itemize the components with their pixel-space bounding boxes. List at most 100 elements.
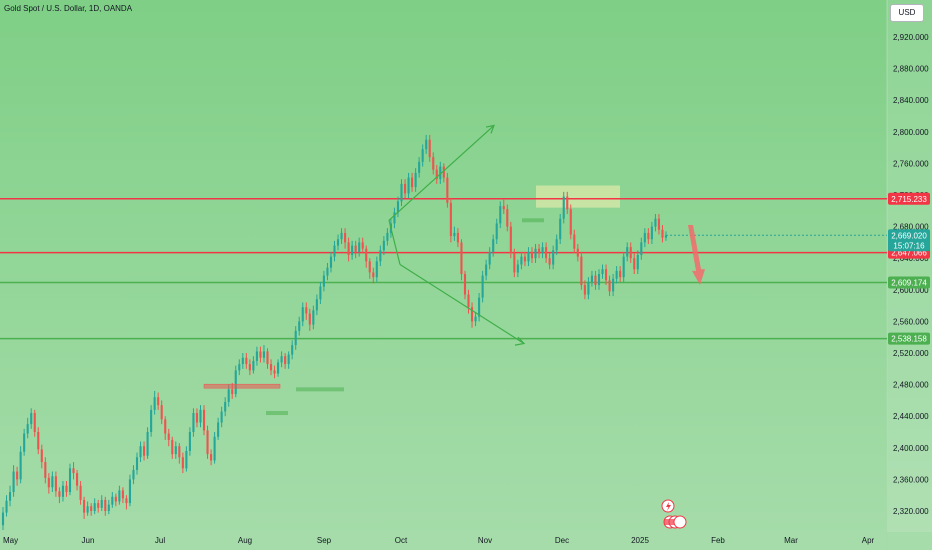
candle-body	[340, 232, 343, 240]
candle	[5, 495, 8, 517]
candle-body	[220, 411, 223, 423]
pivot-rect-green[interactable]	[522, 218, 544, 223]
candle	[361, 237, 364, 254]
candle	[1, 507, 5, 530]
candle	[358, 237, 361, 257]
candle-body	[601, 269, 604, 274]
price-tick-label: 2,640.000	[893, 254, 929, 263]
candle-body	[245, 357, 248, 365]
candle	[234, 365, 237, 398]
time-tick-label: Feb	[711, 536, 725, 545]
candle-body	[269, 364, 273, 371]
candle-body	[562, 196, 565, 219]
candle-body	[213, 436, 216, 461]
candle-body	[33, 413, 36, 432]
last-price-label	[888, 229, 930, 252]
time-tick-label: Jun	[82, 536, 95, 545]
candle-body	[61, 485, 65, 497]
candle-body	[661, 229, 664, 238]
candle-body	[266, 351, 269, 365]
candle	[139, 441, 142, 463]
news-flag-icon[interactable]	[673, 515, 687, 529]
candle-body	[414, 172, 417, 188]
candle	[143, 441, 146, 461]
candle	[47, 473, 50, 494]
candle	[171, 436, 174, 459]
candle-body	[449, 202, 452, 237]
candle	[661, 225, 664, 243]
candle-body	[358, 242, 361, 252]
candle	[217, 417, 220, 440]
candle-body	[319, 286, 322, 300]
candle-body	[277, 362, 280, 374]
candle-body	[139, 446, 142, 458]
candle-body	[580, 256, 583, 286]
pattern-upper-arrow[interactable]	[388, 125, 495, 221]
candle-body	[530, 251, 534, 259]
time-tick-label: Aug	[238, 536, 252, 545]
candle-body	[58, 491, 61, 497]
bearish-arrow[interactable]	[688, 225, 705, 286]
candle-body	[629, 247, 632, 259]
candle-body	[146, 432, 149, 456]
candle	[111, 492, 114, 508]
events-icon-group[interactable]	[661, 499, 687, 529]
candle	[597, 269, 601, 290]
candle	[125, 495, 128, 510]
candle-body	[178, 446, 181, 458]
price-tick-label: 2,400.000	[893, 444, 929, 453]
candle-body	[181, 457, 184, 469]
flag-glyph	[664, 519, 674, 525]
price-tick-label: 2,760.000	[893, 159, 929, 168]
candle	[291, 340, 294, 360]
candle-body	[597, 274, 601, 286]
candle	[379, 245, 382, 267]
candle-body	[559, 218, 562, 240]
candle	[245, 353, 248, 369]
candle	[619, 266, 622, 282]
candle-body	[654, 218, 657, 227]
price-tick-label: 2,560.000	[893, 317, 929, 326]
candle-body	[643, 232, 646, 243]
candle	[530, 247, 534, 263]
candle-body	[192, 413, 195, 432]
candle	[114, 493, 117, 507]
candle	[93, 498, 96, 515]
candle-body	[527, 251, 530, 262]
candle	[552, 245, 555, 270]
currency-button[interactable]: USD	[890, 4, 924, 22]
candle-body	[478, 297, 481, 317]
candle	[499, 201, 502, 229]
candle	[453, 226, 456, 241]
pivot-rect-green[interactable]	[266, 411, 288, 416]
candle	[439, 161, 442, 184]
candle	[248, 359, 251, 376]
pattern-connector[interactable]	[388, 220, 401, 265]
candle-body	[548, 258, 551, 265]
price-scale-background[interactable]	[887, 0, 932, 532]
candle	[573, 229, 576, 254]
resistance-zone[interactable]	[536, 185, 620, 208]
pivot-rect-red[interactable]	[203, 383, 281, 389]
candle-body	[65, 485, 68, 493]
pivot-rect-green[interactable]	[296, 387, 344, 392]
candle	[280, 351, 283, 368]
pattern-lower-arrow[interactable]	[399, 264, 525, 345]
candle	[354, 240, 357, 259]
candle	[583, 280, 586, 300]
candle	[76, 469, 79, 491]
candle	[8, 485, 12, 507]
candle	[442, 163, 445, 183]
candle	[527, 247, 530, 267]
price-tick-label: 2,320.000	[893, 507, 929, 516]
candle-body	[40, 449, 43, 463]
candle	[626, 242, 629, 262]
candle	[298, 316, 301, 336]
candle-body	[224, 401, 227, 412]
candle-body	[488, 251, 491, 265]
candle-body	[583, 285, 586, 295]
time-tick-label: Oct	[395, 536, 408, 545]
candle-body	[72, 468, 75, 474]
candle	[195, 408, 199, 428]
